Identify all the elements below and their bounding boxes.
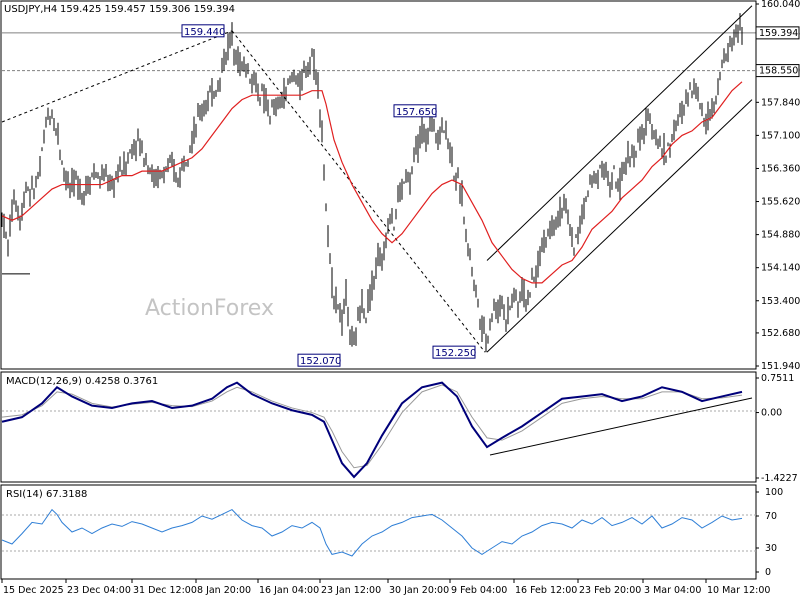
time-axis: 15 Dec 2025 23 Dec 04:00 31 Dec 12:00 8 Jan… — [1, 579, 770, 596]
price-marker-box — [755, 64, 800, 78]
price-annotation-label: 157.650 — [396, 107, 437, 118]
macd-tick-label: -1.4227 — [761, 473, 798, 484]
trendline-down-dashed — [231, 30, 486, 353]
channel-upper-line — [486, 5, 753, 261]
price-tick-label: 157.100 — [761, 130, 800, 141]
price-marker-box — [755, 26, 800, 40]
macd-tick-label: 0.7511 — [761, 373, 794, 384]
time-tick-label: 23 Feb 20:00 — [579, 585, 641, 596]
macd-main-line — [1, 381, 743, 479]
symbol-timeframe: USDJPY,H4 — [4, 4, 57, 15]
time-tick-label: 30 Jan 20:00 — [389, 585, 449, 596]
price-tick-label: 156.360 — [761, 163, 800, 174]
trendline-upper-dashed — [1, 30, 233, 123]
rsi-axis: 100 70 30 0 — [756, 487, 783, 578]
time-tick-label: 9 Feb 04:00 — [451, 585, 507, 596]
price-annotation-box — [181, 24, 225, 38]
time-tick-label: 31 Dec 12:00 — [133, 585, 197, 596]
time-tick-label: 10 Mar 12:00 — [707, 585, 770, 596]
price-tick-label: 160.040 — [761, 0, 800, 10]
rsi-tick-label: 30 — [765, 543, 777, 554]
moving-average-line — [1, 81, 743, 284]
macd-tick-label: 0.00 — [761, 408, 782, 419]
rsi-tick-label: 70 — [765, 511, 777, 522]
price-panel-frame — [0, 0, 757, 370]
macd-axis: 0.7511 0.00 -1.4227 — [756, 373, 798, 484]
time-tick-label: 23 Dec 04:00 — [67, 585, 131, 596]
time-tick-label: 23 Jan 12:00 — [321, 585, 381, 596]
price-tick-label: 154.140 — [761, 263, 800, 274]
macd-trendline — [489, 397, 753, 456]
price-annotation-label: 159.440 — [184, 27, 225, 38]
rsi-line — [1, 508, 743, 557]
time-tick-label: 15 Dec 2025 — [3, 585, 64, 596]
price-tick-label: 157.840 — [761, 97, 800, 108]
time-tick-label: 16 Jan 04:00 — [259, 585, 319, 596]
time-tick-label: 16 Feb 12:00 — [515, 585, 577, 596]
price-annotation-label: 152.070 — [300, 356, 341, 367]
watermark: ActionForex — [145, 296, 274, 321]
price-marker-label: 159.394 — [759, 28, 798, 39]
rsi-tick-label: 0 — [765, 567, 771, 578]
price-annotation-box — [297, 353, 341, 367]
time-tick-label: 3 Mar 04:00 — [644, 585, 701, 596]
price-tick-label: 151.940 — [761, 361, 800, 372]
price-marker-label: 158.550 — [759, 66, 798, 77]
rsi-panel-frame — [0, 484, 757, 580]
price-tick-label: 152.680 — [761, 328, 800, 339]
price-markers: 159.394 158.550 — [2, 26, 800, 78]
trendlines — [1, 5, 753, 353]
price-annotations: 159.440 152.070 157.650 152.250 — [181, 24, 476, 367]
candles — [1, 13, 743, 353]
price-annotation-box — [393, 104, 437, 118]
channel-lower-line — [486, 99, 753, 353]
macd-title: MACD(12,26,9) 0.4258 0.3761 — [6, 376, 158, 387]
rsi-title: RSI(14) 67.3188 — [6, 489, 87, 500]
price-tick-label: 153.400 — [761, 296, 800, 307]
price-tick-label: 154.880 — [761, 230, 800, 241]
price-axis: 160.040 159.394 158.550 157.840 157.100 156.3… — [756, 0, 800, 372]
price-annotation-label: 152.250 — [435, 348, 476, 359]
price-annotation-box — [432, 345, 476, 359]
price-tick-label: 155.620 — [761, 197, 800, 208]
rsi-tick-label: 100 — [765, 487, 783, 498]
ohlc-readout: 159.425 159.457 159.306 159.394 — [60, 4, 235, 15]
macd-panel-frame — [0, 371, 757, 483]
time-tick-label: 8 Jan 20:00 — [197, 585, 251, 596]
